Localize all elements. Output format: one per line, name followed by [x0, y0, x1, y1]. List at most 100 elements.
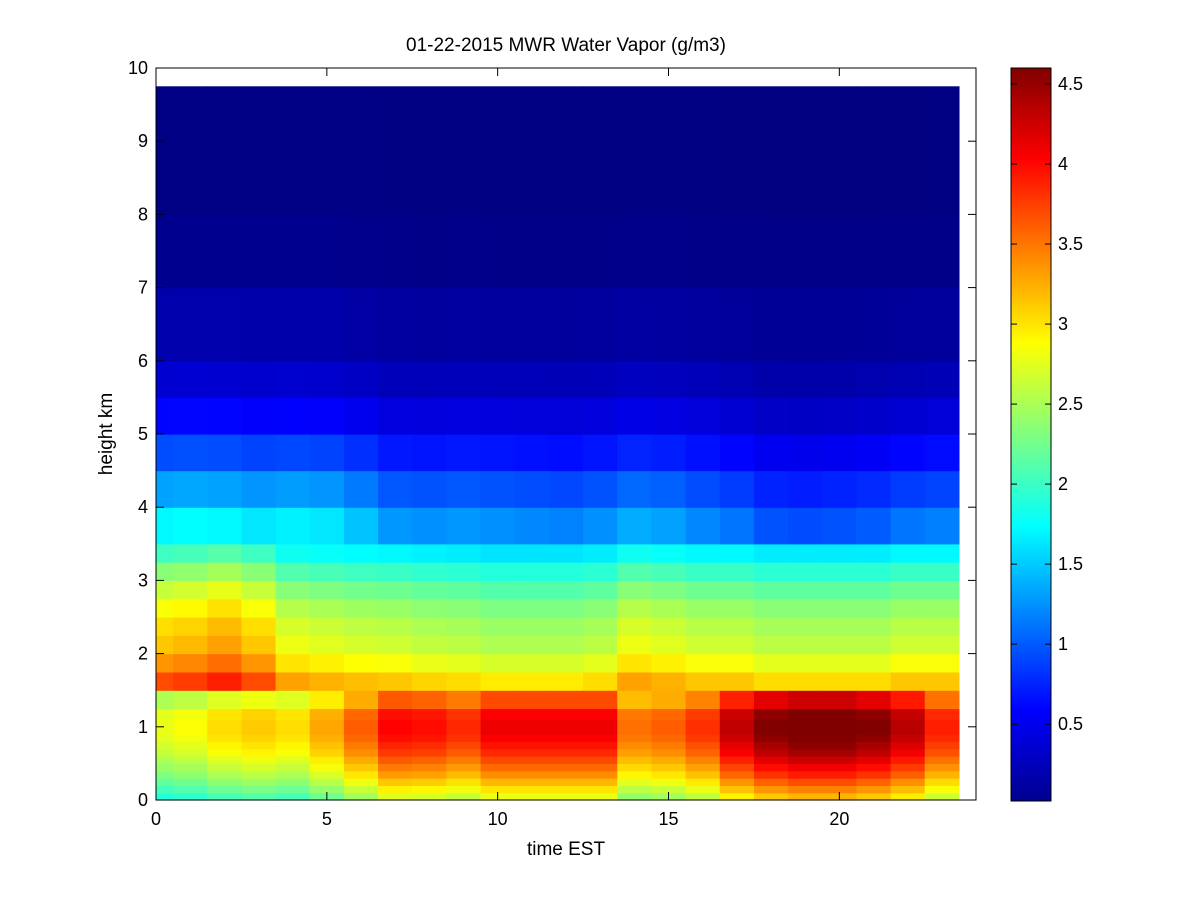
heatmap-cell: [651, 562, 687, 581]
heatmap-cell: [548, 562, 584, 581]
heatmap-cell: [890, 708, 926, 721]
heatmap-cell: [446, 617, 482, 636]
heatmap-cell: [617, 360, 653, 398]
heatmap-cell: [753, 562, 789, 581]
heatmap-cell: [651, 434, 687, 472]
heatmap-cell: [480, 214, 516, 289]
heatmap-cell: [788, 580, 823, 600]
heatmap-cell: [446, 690, 482, 710]
heatmap-cell: [480, 86, 516, 215]
heatmap-cell: [343, 360, 379, 398]
heatmap-cell: [309, 778, 345, 786]
heatmap-cell: [651, 653, 687, 673]
heatmap-cell: [788, 360, 823, 398]
heatmap-cell: [156, 507, 174, 545]
heatmap-cell: [173, 792, 208, 801]
heatmap-cell: [378, 653, 413, 673]
heatmap-cell: [583, 671, 618, 691]
heatmap-cell: [548, 617, 584, 636]
heatmap-cell: [480, 726, 516, 735]
heatmap-cell: [309, 785, 345, 794]
colorbar-tick-label: 1.5: [1058, 554, 1083, 574]
heatmap-cell: [719, 434, 755, 472]
heatmap-cell: [548, 778, 584, 786]
heatmap-cell: [173, 741, 208, 750]
heatmap-cell: [617, 748, 653, 757]
heatmap-cell: [719, 708, 755, 721]
heatmap-cell: [446, 734, 482, 743]
heatmap-cell: [514, 214, 550, 289]
y-axis-ticks: 0 1 2 3 4 5 6 7 8 9 10: [128, 58, 976, 810]
heatmap-cell: [173, 598, 208, 618]
heatmap-cell: [412, 792, 448, 801]
heatmap-cell: [309, 543, 345, 563]
heatmap-cell: [207, 748, 243, 757]
heatmap-cell: [685, 741, 721, 750]
heatmap-cell: [446, 748, 482, 757]
heatmap-cell: [924, 580, 960, 600]
heatmap-cell: [753, 653, 789, 673]
heatmap-cell: [685, 562, 721, 581]
heatmap-cell: [924, 653, 960, 673]
heatmap-cell: [207, 653, 243, 673]
heatmap-cell: [207, 617, 243, 636]
heatmap-cell: [856, 617, 892, 636]
heatmap-cell: [924, 778, 960, 786]
heatmap-cell: [514, 86, 550, 215]
heatmap-cell: [309, 719, 345, 728]
heatmap-cell: [719, 214, 755, 289]
heatmap-cell: [788, 635, 823, 655]
heatmap-cell: [241, 562, 277, 581]
heatmap-cell: [719, 86, 755, 215]
heatmap-cell: [378, 617, 413, 636]
heatmap-cell: [241, 726, 277, 735]
heatmap-cell: [788, 543, 823, 563]
heatmap-cell: [651, 360, 687, 398]
heatmap-cell: [207, 214, 243, 289]
heatmap-cell: [412, 86, 448, 215]
heatmap-cell: [343, 792, 379, 801]
x-axis-label: time EST: [527, 839, 606, 860]
heatmap-cell: [207, 507, 243, 545]
heatmap-cell: [583, 690, 618, 710]
heatmap-cell: [719, 734, 755, 743]
heatmap-cell: [788, 86, 823, 215]
colorbar-tick-label: 2: [1058, 474, 1068, 494]
heatmap-cell: [822, 580, 858, 600]
heatmap-cell: [156, 562, 174, 581]
heatmap-cell: [719, 543, 755, 563]
heatmap-cell: [788, 792, 823, 801]
heatmap-cell: [343, 214, 379, 289]
heatmap-cell: [514, 653, 550, 673]
heatmap-cell: [856, 397, 892, 435]
heatmap-cell: [514, 741, 550, 750]
heatmap-cell: [378, 708, 413, 721]
heatmap-cell: [446, 778, 482, 786]
heatmap-cell: [856, 748, 892, 757]
heatmap-cell: [617, 719, 653, 728]
heatmap-cell: [480, 778, 516, 786]
heatmap-cell: [822, 756, 858, 764]
heatmap-cell: [617, 562, 653, 581]
heatmap-cell: [173, 734, 208, 743]
heatmap-cell: [275, 741, 311, 750]
heatmap-cell: [275, 748, 311, 757]
heatmap-cell: [378, 734, 413, 743]
heatmap-cell: [480, 671, 516, 691]
heatmap-cell: [378, 562, 413, 581]
heatmap-cell: [924, 792, 960, 801]
heatmap-cell: [617, 708, 653, 721]
heatmap-cell: [924, 562, 960, 581]
heatmap-cell: [890, 86, 926, 215]
heatmap-cell: [856, 580, 892, 600]
heatmap-cell: [156, 580, 174, 600]
heatmap-cell: [173, 470, 208, 508]
heatmap-cell: [309, 397, 345, 435]
heatmap-cell: [924, 214, 960, 289]
heatmap-cell: [822, 748, 858, 757]
heatmap-cell: [583, 741, 618, 750]
heatmap-cell: [822, 708, 858, 721]
colorbar-tick-label: 4: [1058, 154, 1068, 174]
heatmap-cell: [343, 778, 379, 786]
heatmap-cell: [343, 785, 379, 794]
